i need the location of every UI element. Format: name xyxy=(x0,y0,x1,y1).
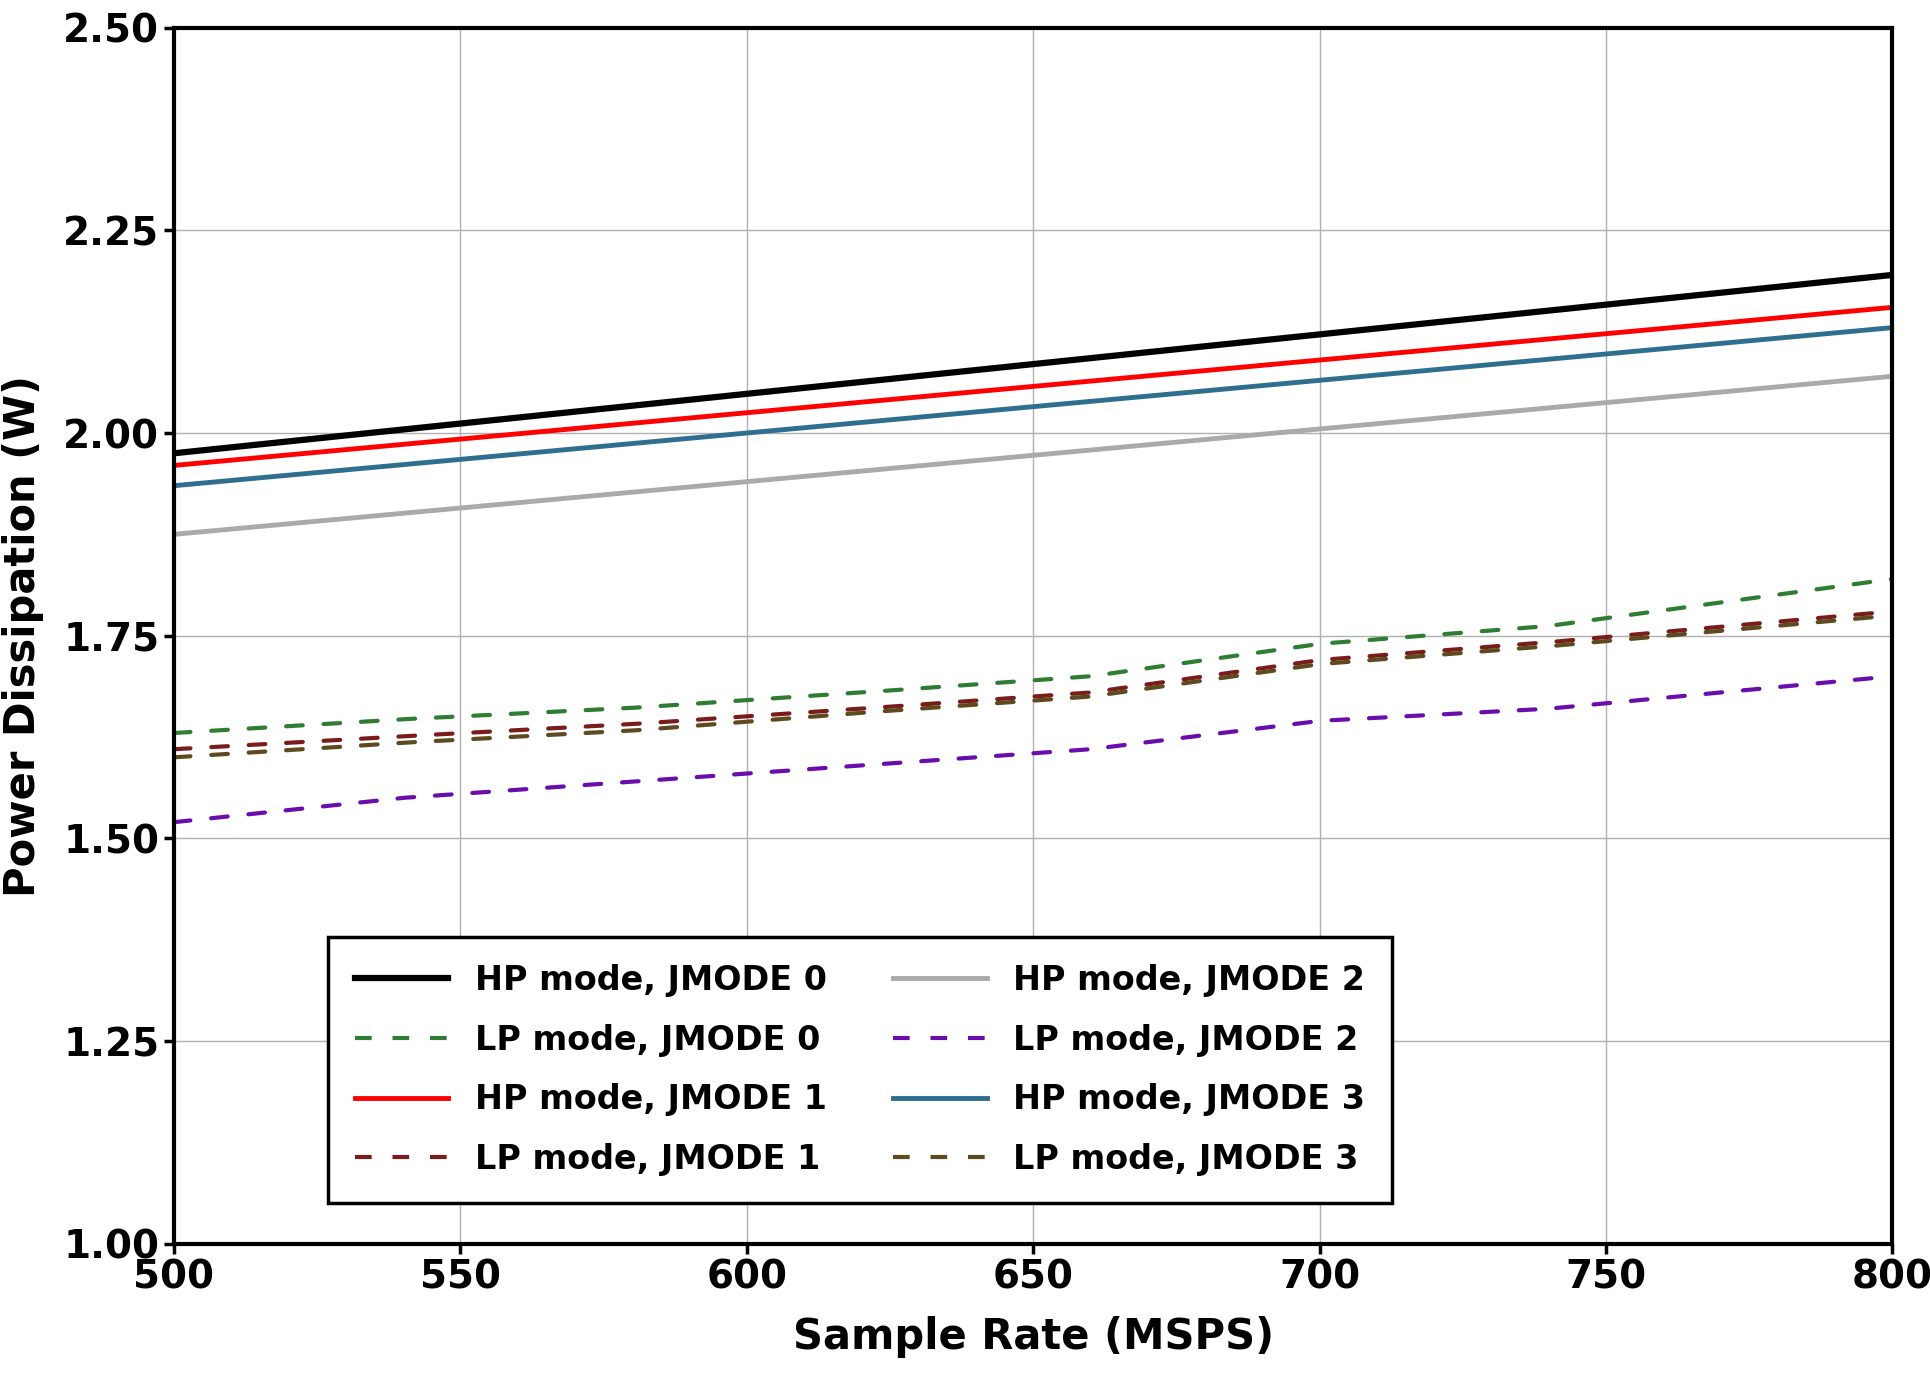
Legend: HP mode, JMODE 0, LP mode, JMODE 0, HP mode, JMODE 1, LP mode, JMODE 1, HP mode,: HP mode, JMODE 0, LP mode, JMODE 0, HP m… xyxy=(328,937,1392,1202)
Y-axis label: Power Dissipation (W): Power Dissipation (W) xyxy=(2,375,44,897)
X-axis label: Sample Rate (MSPS): Sample Rate (MSPS) xyxy=(791,1316,1274,1359)
